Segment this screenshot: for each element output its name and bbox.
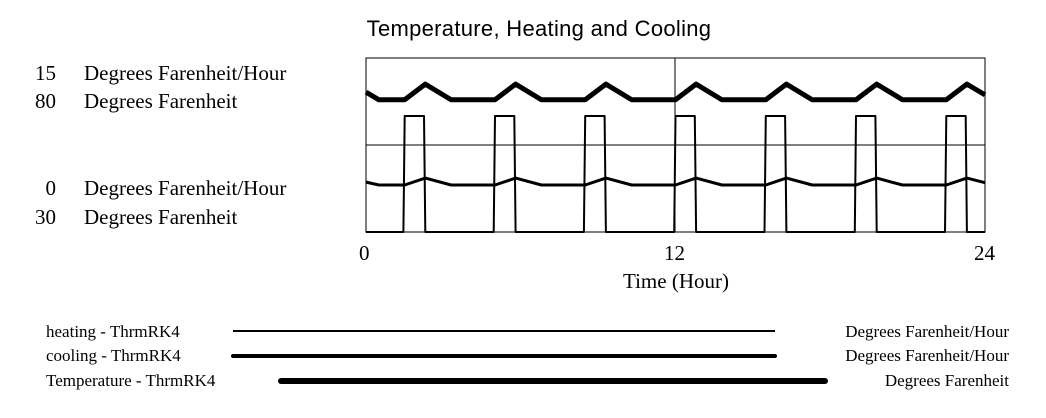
series-temperature	[364, 81, 987, 103]
legend-label-heating: heating - ThrmRK4	[46, 322, 180, 341]
axis0-unit-bottom: Degrees Farenheit/Hour	[84, 176, 287, 200]
series-cooling	[365, 176, 986, 187]
legend-label-cooling: cooling - ThrmRK4	[46, 346, 181, 365]
axis1-max: 80	[35, 89, 56, 113]
x-tick-label: 12	[664, 241, 685, 265]
series-heating	[366, 115, 985, 233]
legend-label-temperature: Temperature - ThrmRK4	[46, 371, 216, 390]
chart-title: Temperature, Heating and Cooling	[366, 16, 712, 41]
axis1-unit-bottom: Degrees Farenheit	[84, 205, 238, 229]
axis1-min: 30	[35, 205, 56, 229]
legend-unit-temperature: Degrees Farenheit	[884, 371, 1009, 390]
axis0-unit-top: Degrees Farenheit/Hour	[84, 61, 287, 85]
x-tick-label: 0	[359, 241, 370, 265]
x-tick-label: 24	[974, 241, 995, 265]
axis0-max: 15	[35, 61, 56, 85]
axis0-min: 0	[45, 176, 57, 200]
legend-unit-heating: Degrees Farenheit/Hour	[845, 322, 1009, 341]
legend-unit-cooling: Degrees Farenheit/Hour	[845, 346, 1009, 365]
axis1-unit-top: Degrees Farenheit	[84, 89, 238, 113]
x-axis-label: Time (Hour)	[623, 269, 729, 293]
